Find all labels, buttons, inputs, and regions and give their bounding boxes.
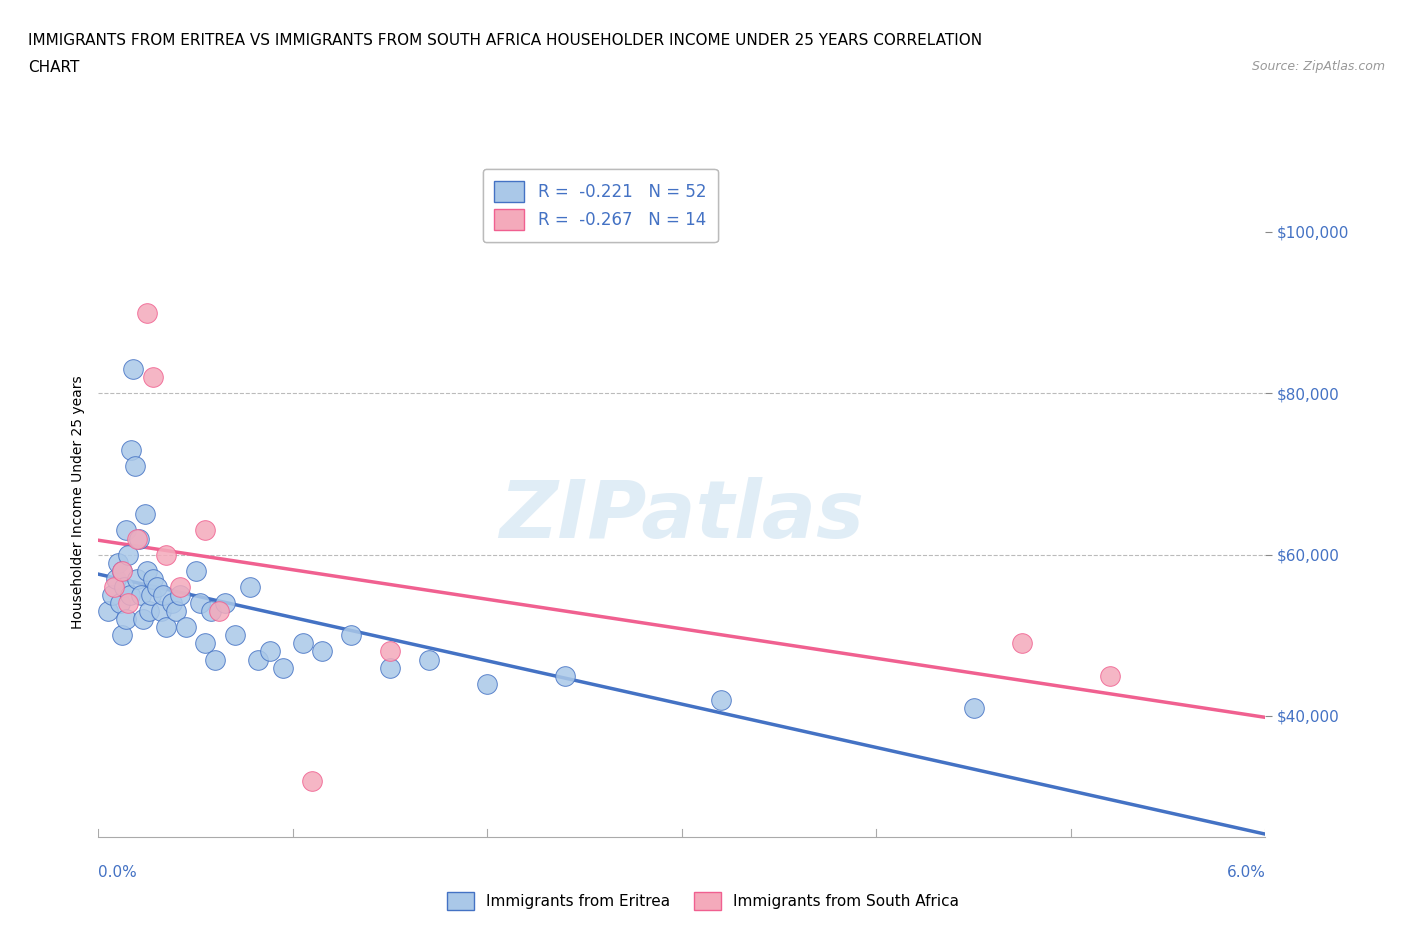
Point <box>142 370 165 385</box>
Point <box>118 588 141 603</box>
Point <box>169 588 191 603</box>
Point <box>340 628 363 643</box>
Text: IMMIGRANTS FROM ERITREA VS IMMIGRANTS FROM SOUTH AFRICA HOUSEHOLDER INCOME UNDER: IMMIGRANTS FROM ERITREA VS IMMIGRANTS FR… <box>28 33 983 47</box>
Point <box>184 564 207 578</box>
Point <box>155 547 177 562</box>
Point <box>142 571 165 586</box>
Point <box>117 595 139 610</box>
Point <box>246 652 269 667</box>
Point <box>149 604 172 618</box>
Point <box>132 612 155 627</box>
Point <box>378 644 402 658</box>
Point <box>127 531 149 546</box>
Point <box>208 604 231 618</box>
Text: 6.0%: 6.0% <box>1226 865 1265 880</box>
Point <box>138 604 160 618</box>
Point <box>104 571 127 586</box>
Point <box>224 628 246 643</box>
Point <box>127 571 149 586</box>
Point <box>710 693 733 708</box>
Point <box>114 523 136 538</box>
Point <box>128 531 150 546</box>
Point <box>107 555 129 570</box>
Point <box>200 604 222 618</box>
Legend: Immigrants from Eritrea, Immigrants from South Africa: Immigrants from Eritrea, Immigrants from… <box>439 884 967 918</box>
Point <box>103 579 125 594</box>
Text: CHART: CHART <box>28 60 80 75</box>
Text: 0.0%: 0.0% <box>98 865 138 880</box>
Point <box>134 507 156 522</box>
Point <box>301 773 323 788</box>
Point <box>291 636 314 651</box>
Point <box>111 564 134 578</box>
Point <box>418 652 440 667</box>
Point <box>97 604 120 618</box>
Point <box>129 588 152 603</box>
Point <box>1098 669 1121 684</box>
Point <box>169 579 191 594</box>
Point <box>117 547 139 562</box>
Point <box>122 362 145 377</box>
Text: ZIPatlas: ZIPatlas <box>499 476 865 554</box>
Point <box>165 604 187 618</box>
Point <box>108 595 131 610</box>
Point <box>188 595 211 610</box>
Point <box>139 588 162 603</box>
Point <box>194 523 217 538</box>
Text: Source: ZipAtlas.com: Source: ZipAtlas.com <box>1251 60 1385 73</box>
Point <box>101 588 124 603</box>
Point <box>155 619 177 634</box>
Y-axis label: Householder Income Under 25 years: Householder Income Under 25 years <box>70 376 84 629</box>
Point <box>121 443 143 458</box>
Point <box>114 612 136 627</box>
Point <box>111 628 134 643</box>
Point <box>146 579 169 594</box>
Point <box>174 619 197 634</box>
Point <box>311 644 333 658</box>
Point <box>124 458 146 473</box>
Point <box>214 595 236 610</box>
Point <box>259 644 281 658</box>
Point <box>204 652 226 667</box>
Point <box>136 305 159 320</box>
Point <box>962 700 984 715</box>
Point <box>152 588 174 603</box>
Point <box>136 564 159 578</box>
Point <box>378 660 402 675</box>
Legend: R =  -0.221   N = 52, R =  -0.267   N = 14: R = -0.221 N = 52, R = -0.267 N = 14 <box>482 169 718 242</box>
Point <box>477 676 499 691</box>
Point <box>112 579 135 594</box>
Point <box>271 660 294 675</box>
Point <box>111 564 134 578</box>
Point <box>554 669 576 684</box>
Point <box>162 595 184 610</box>
Point <box>239 579 262 594</box>
Point <box>194 636 217 651</box>
Point <box>1011 636 1033 651</box>
